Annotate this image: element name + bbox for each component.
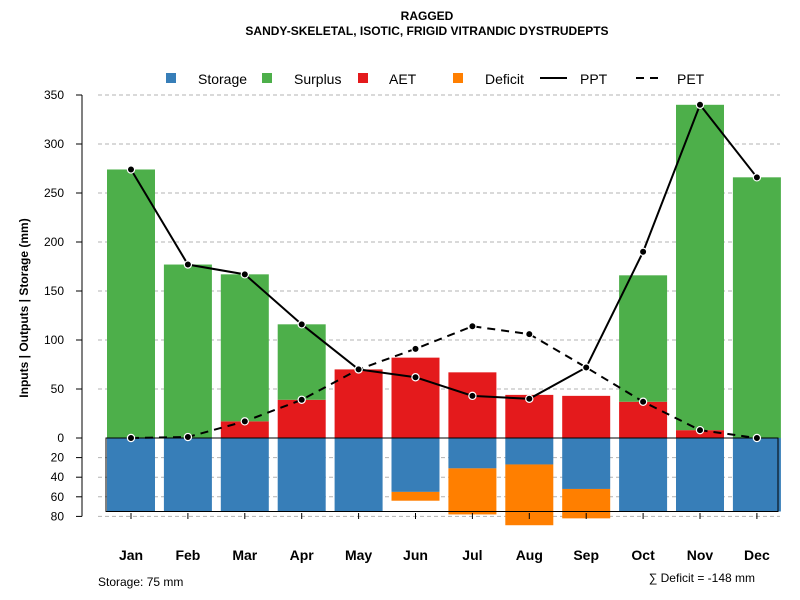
y-tick-label-250: 250 [44, 186, 64, 200]
x-tick-label-jan: Jan [119, 547, 143, 563]
bar-storage-aug [505, 438, 554, 465]
y-tick-label-100: 100 [44, 333, 64, 347]
line-pet [130, 325, 758, 439]
axes: 0 50 100 150 200 250 300 350 20 40 60 80 Jan Feb Mar Ap… [44, 88, 770, 563]
legend-swatch-deficit [453, 73, 463, 83]
x-tick-label-apr: Apr [290, 547, 315, 563]
bar-storage-jan [107, 438, 155, 512]
x-tick-label-may: May [345, 547, 372, 563]
point-pet-oct [638, 397, 648, 406]
x-tick-label-nov: Nov [687, 547, 714, 563]
point-pet-jan [126, 433, 136, 443]
x-tick-label-sep: Sep [573, 547, 599, 563]
x-tick-label-mar: Mar [232, 547, 257, 563]
bar-surplus-mar [220, 274, 269, 422]
point-ppt-oct [638, 247, 648, 256]
y-tick-label-350: 350 [44, 88, 64, 102]
y-tick-label-lower-60: 60 [51, 490, 65, 504]
point-pet-mar [240, 417, 249, 426]
bar-storage-jun [391, 438, 440, 492]
point-pet-aug [525, 329, 534, 339]
bar-surplus-apr [277, 324, 326, 400]
y-axis-label: Inputs | Outputs | Storage (mm) [17, 218, 31, 397]
bar-surplus-oct [619, 275, 668, 402]
y-tick-label-0: 0 [57, 431, 64, 445]
x-tick-label-jul: Jul [462, 547, 482, 563]
point-pet-nov [695, 425, 705, 435]
bar-storage-jul [448, 438, 497, 469]
bar-aet-jul [448, 372, 497, 438]
chart-subtitle: SANDY-SKELETAL, ISOTIC, FRIGID VITRANDIC… [245, 24, 608, 38]
bar-surplus-feb [163, 264, 212, 438]
bar-surplus-jan [107, 169, 155, 439]
point-pet-jul [468, 322, 477, 331]
legend: Storage Surplus AET Deficit PPT PET [166, 71, 705, 87]
x-tick-label-jun: Jun [403, 547, 428, 563]
y-tick-label-200: 200 [44, 235, 64, 249]
legend-label-aet: AET [389, 71, 417, 87]
point-pet-dec [752, 433, 762, 443]
chart-title: RAGGED [401, 9, 454, 23]
legend-label-surplus: Surplus [294, 71, 341, 87]
point-ppt-aug [525, 394, 534, 403]
bar-aet-may [334, 369, 383, 438]
bar-storage-may [334, 438, 383, 512]
bar-storage-nov [676, 438, 724, 512]
point-ppt-nov [695, 100, 705, 110]
point-ppt-may [354, 365, 363, 374]
storage-note: Storage: 75 mm [98, 575, 183, 589]
legend-label-ppt: PPT [580, 71, 608, 87]
legend-swatch-surplus [262, 73, 272, 83]
y-tick-label-150: 150 [44, 284, 64, 298]
x-tick-label-aug: Aug [516, 547, 543, 563]
point-ppt-mar [240, 270, 249, 279]
bar-aet-jun [391, 357, 440, 438]
y-tick-label-300: 300 [44, 137, 64, 151]
bar-storage-feb [163, 438, 212, 512]
bar-deficit-jul [448, 468, 497, 515]
bar-storage-apr [277, 438, 326, 512]
line-ppt [130, 102, 758, 400]
point-ppt-sep [582, 363, 591, 372]
point-ppt-dec [752, 173, 762, 182]
point-pet-jun [411, 344, 420, 354]
x-tick-label-oct: Oct [631, 547, 655, 563]
deficit-note: ∑ Deficit = -148 mm [649, 571, 755, 585]
point-ppt-apr [297, 320, 306, 329]
point-pet-feb [183, 432, 193, 442]
point-ppt-jul [468, 391, 477, 401]
bar-surplus-nov [676, 104, 724, 431]
bar-deficit-jun [391, 491, 440, 501]
y-tick-label-lower-20: 20 [51, 451, 65, 465]
x-tick-label-feb: Feb [175, 547, 200, 563]
y-tick-label-50: 50 [51, 382, 65, 396]
bar-storage-dec [732, 438, 781, 512]
point-pet-apr [297, 395, 306, 404]
legend-label-deficit: Deficit [485, 71, 524, 87]
point-ppt-jan [126, 165, 136, 174]
bar-storage-mar [220, 438, 269, 512]
point-ppt-feb [183, 260, 193, 269]
legend-swatch-storage [166, 73, 176, 83]
bar-aet-oct [619, 401, 668, 438]
point-ppt-jun [411, 373, 420, 382]
bar-surplus-dec [732, 177, 781, 438]
storage-capacity-box [105, 437, 779, 512]
bar-storage-oct [619, 438, 668, 512]
bar-aet-sep [562, 395, 611, 438]
legend-swatch-aet [358, 73, 368, 83]
bar-storage-sep [562, 438, 611, 489]
bars [105, 104, 781, 526]
y-tick-label-lower-40: 40 [51, 470, 65, 484]
legend-label-storage: Storage [198, 71, 247, 87]
lines [126, 100, 762, 443]
x-tick-label-dec: Dec [744, 547, 770, 563]
legend-label-pet: PET [677, 71, 705, 87]
y-tick-label-lower-80: 80 [51, 509, 65, 523]
